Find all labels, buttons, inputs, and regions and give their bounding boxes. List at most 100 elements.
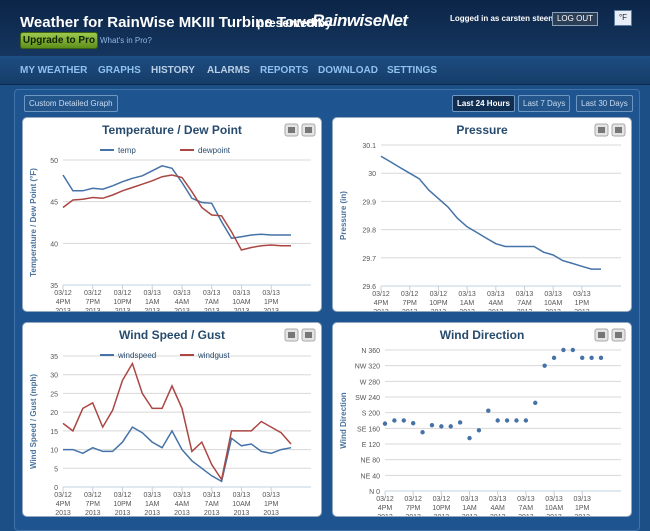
nav-item[interactable]: MY WEATHER — [20, 65, 88, 76]
x-tick-label-line: 03/13 — [544, 291, 562, 298]
data-line — [62, 174, 291, 251]
nav-item[interactable]: DOWNLOAD — [318, 65, 378, 76]
x-tick-label-line: 2013 — [574, 309, 590, 311]
x-tick-label-line: 2013 — [55, 510, 71, 516]
x-tick-label-line: 2013 — [234, 308, 250, 311]
y-tick-label: SW 240 — [355, 395, 380, 402]
nav-item[interactable]: GRAPHS — [98, 65, 141, 76]
custom-graph-button[interactable]: Custom Detailed Graph — [24, 95, 118, 112]
x-tick-label: 03/12 7PM 2013 — [84, 492, 102, 516]
data-point — [589, 355, 594, 361]
x-tick-label-line: 7AM — [204, 501, 219, 508]
x-tick-label-line: 03/13 — [233, 492, 251, 499]
x-tick-label-line: 2013 — [517, 309, 533, 311]
x-tick-label-line: 03/13 — [143, 492, 161, 499]
nav-item[interactable]: ALARMS — [207, 65, 250, 76]
x-tick-label-line: 2013 — [402, 309, 418, 311]
x-tick-label: 03/13 1PM 2013 — [573, 291, 591, 311]
site-title: Weather for RainWise MKIII Turbine Tower — [20, 14, 320, 31]
x-tick-label: 03/13 4AM 2013 — [489, 496, 507, 516]
y-tick-label: 15 — [50, 429, 58, 436]
range-button[interactable]: Last 7 Days — [518, 95, 571, 112]
logout-button[interactable]: LOG OUT — [552, 12, 598, 26]
y-tick-label: NE 80 — [361, 458, 381, 465]
data-point — [523, 418, 529, 423]
export-icon — [288, 127, 295, 133]
data-point — [448, 424, 453, 429]
x-tick-label-line: 10AM — [545, 505, 563, 512]
x-tick-label-line: 03/13 — [458, 291, 476, 298]
x-tick-label-line: 4PM — [56, 501, 71, 508]
x-tick-label: 03/13 1AM 2013 — [458, 291, 476, 311]
x-tick-label-line: 2013 — [545, 309, 561, 311]
range-button[interactable]: Last 24 Hours — [452, 95, 515, 112]
x-tick-label: 03/13 10AM 2013 — [544, 291, 562, 311]
upgrade-button[interactable]: Upgrade to Pro — [20, 32, 98, 49]
x-tick-label: 03/13 10AM 2013 — [545, 496, 563, 516]
data-point — [551, 355, 557, 361]
x-tick-label-line: 2013 — [174, 308, 190, 311]
nav-item[interactable]: HISTORY — [151, 65, 195, 76]
data-line — [380, 155, 601, 270]
chart-panel: Wind Speed / Gust 0 5 10 15 20 25 30 35 Wind Spee… — [22, 322, 322, 517]
x-tick-label-line: 7PM — [86, 501, 101, 508]
x-tick-label-line: 4AM — [175, 501, 190, 508]
x-tick-label: 03/13 4AM 2013 — [487, 291, 505, 311]
x-tick-label: 03/12 4PM 2013 — [376, 496, 394, 516]
data-line — [62, 165, 291, 240]
y-tick-label: SE 160 — [357, 426, 380, 433]
unit-button[interactable]: °F — [614, 10, 632, 26]
x-tick-label: 03/13 10AM 2013 — [232, 290, 250, 311]
y-axis-title: Temperature / Dew Point (°F) — [29, 168, 38, 277]
y-tick-label: 29.6 — [362, 284, 376, 291]
nav-item[interactable]: REPORTS — [260, 65, 309, 76]
export-icon — [288, 332, 295, 338]
x-tick-label-line: 2013 — [174, 510, 190, 516]
range-button[interactable]: Last 30 Days — [576, 95, 633, 112]
data-point — [533, 400, 538, 406]
nav-item[interactable]: SETTINGS — [387, 65, 438, 76]
legend-label: temp — [118, 146, 136, 155]
x-tick-label-line: 2013 — [405, 514, 421, 516]
x-tick-label-line: 03/12 — [54, 290, 72, 297]
x-tick-label-line: 4PM — [56, 299, 71, 306]
x-tick-label-line: 1AM — [460, 300, 475, 307]
x-tick-label-line: 1PM — [575, 300, 590, 307]
y-tick-label: 45 — [50, 200, 58, 207]
x-tick-label-line: 03/12 — [433, 496, 451, 503]
y-tick-label: 5 — [54, 466, 58, 473]
x-tick-label-line: 10AM — [544, 300, 562, 307]
y-tick-label: 30.1 — [362, 143, 376, 150]
x-tick-label-line: 03/12 — [430, 291, 448, 298]
pro-link[interactable]: What's in Pro? — [100, 36, 152, 45]
x-tick-label-line: 2013 — [377, 514, 393, 516]
x-tick-label: 03/13 1AM 2013 — [143, 492, 161, 516]
x-tick-label-line: 2013 — [85, 510, 101, 516]
x-tick-label: 03/13 7AM 2013 — [516, 291, 534, 311]
x-tick-label-line: 2013 — [55, 308, 71, 311]
x-tick-label-line: 03/12 — [84, 290, 102, 297]
x-tick-label-line: 10PM — [432, 505, 450, 512]
y-tick-label: W 280 — [360, 379, 380, 386]
x-tick-label-line: 03/13 — [203, 492, 221, 499]
x-tick-label-line: 1AM — [462, 505, 477, 512]
y-tick-label: 20 — [50, 410, 58, 417]
x-tick-label-line: 4PM — [374, 300, 389, 307]
export-icon — [615, 332, 622, 338]
x-tick-label-line: 1AM — [145, 299, 160, 306]
y-axis-title: Wind Direction — [339, 392, 348, 448]
x-tick-label-line: 2013 — [204, 510, 220, 516]
x-tick-label-line: 1PM — [264, 501, 279, 508]
x-tick-label-line: 03/12 — [84, 492, 102, 499]
chart-title: Temperature / Dew Point — [102, 123, 242, 137]
x-tick-label-line: 03/13 — [461, 496, 479, 503]
y-tick-label: N 0 — [369, 489, 380, 496]
brand-logo[interactable]: RainwiseNet — [312, 11, 408, 30]
x-tick-label: 03/12 7PM 2013 — [404, 496, 422, 516]
x-tick-label-line: 03/13 — [262, 290, 280, 297]
x-tick-label-line: 10AM — [232, 501, 250, 508]
x-tick-label-line: 2013 — [373, 309, 389, 311]
x-tick-label: 03/12 4PM 2013 — [372, 291, 390, 311]
chart: Wind Direction N 0 NE 40 NE 80 E 120 SE 160 S … — [339, 328, 626, 516]
data-point — [495, 418, 500, 423]
